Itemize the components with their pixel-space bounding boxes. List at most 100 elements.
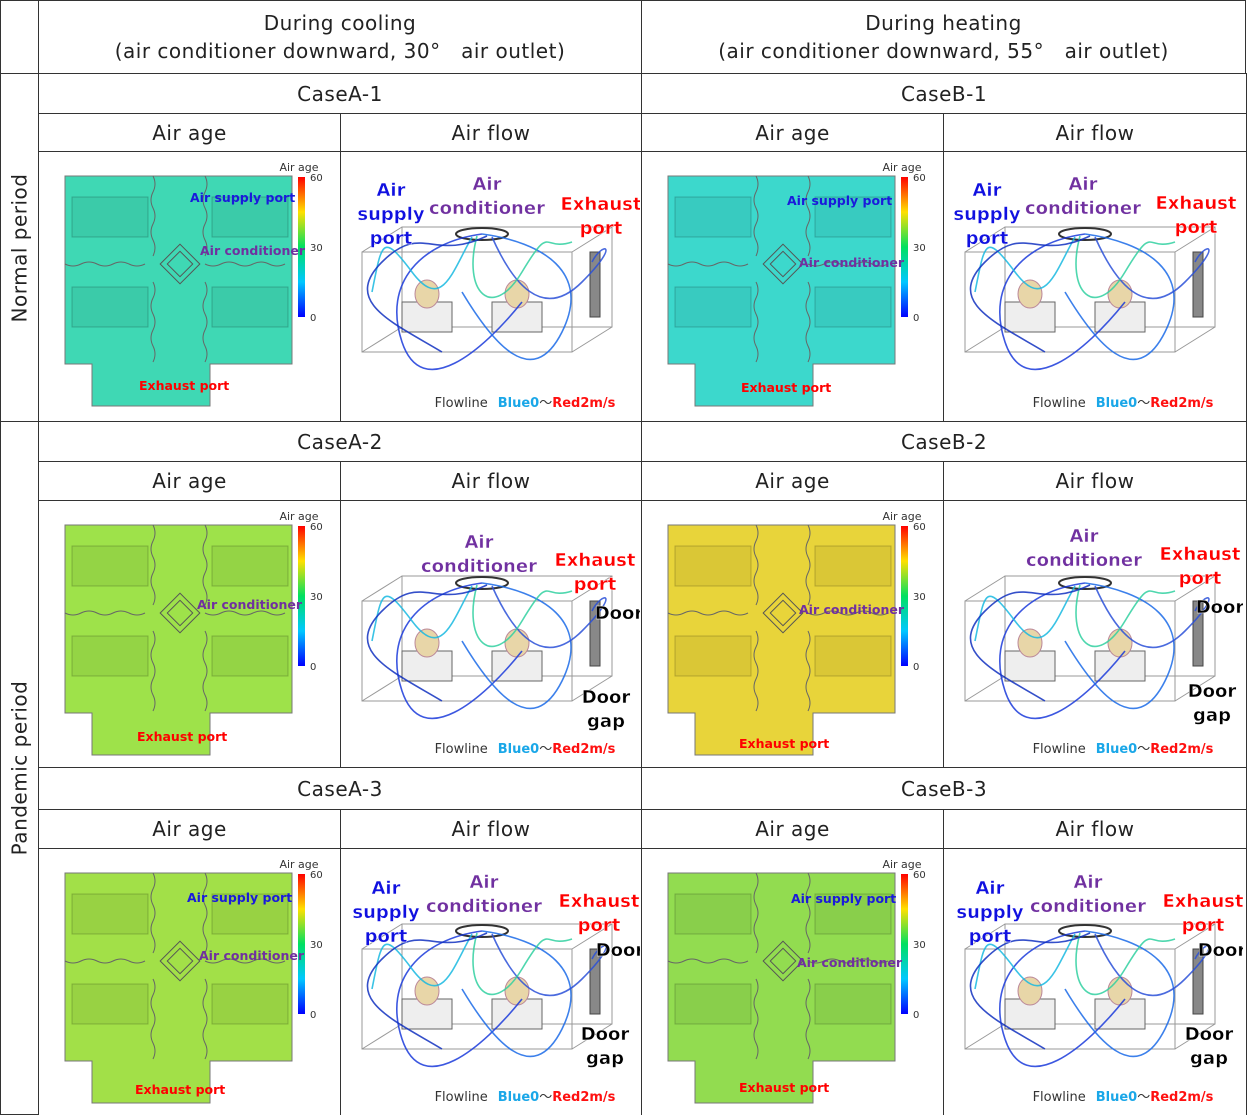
colorbar bbox=[298, 526, 305, 666]
flowline-legend-part: ～ bbox=[539, 396, 552, 411]
subheader-cell: Air flow bbox=[340, 461, 642, 501]
occupant bbox=[505, 280, 529, 308]
flowline-legend: FlowlineBlue0～Red2m/s bbox=[1033, 1090, 1214, 1105]
air-age-annotation: Air supply port bbox=[791, 891, 896, 906]
air-flow-annotation: port bbox=[1182, 915, 1225, 936]
flowline-legend-part: Flowline bbox=[1033, 742, 1086, 757]
panel-heading: Air age bbox=[152, 121, 227, 145]
panel-heading: Air age bbox=[152, 469, 227, 493]
air-age-annotation: Air conditioner bbox=[797, 955, 903, 970]
subheader-cell: Air flow bbox=[943, 113, 1247, 152]
air-flow-annotation: Exhaust bbox=[555, 550, 636, 571]
panel-heading: Air age bbox=[755, 469, 830, 493]
air-flow-annotation: conditioner bbox=[1030, 896, 1146, 917]
air-age-annotation: Exhaust port bbox=[137, 729, 227, 744]
air-flow-annotation: Air bbox=[973, 180, 1002, 201]
bed-outline bbox=[815, 287, 891, 327]
air-flow-annotation: Exhaust bbox=[1156, 193, 1237, 214]
air-flow-annotation: gap bbox=[586, 1048, 624, 1069]
bed-outline bbox=[675, 287, 751, 327]
air-age-annotation: Exhaust port bbox=[741, 380, 831, 395]
occupant bbox=[1108, 629, 1132, 657]
header-subtitle: (air conditioner downward, 30° air outle… bbox=[115, 35, 566, 64]
bed-outline bbox=[212, 984, 288, 1024]
flowline-legend-part: Red2m/s bbox=[552, 396, 615, 411]
bed-outline bbox=[212, 546, 288, 586]
case-name: CaseB-3 bbox=[901, 777, 987, 801]
air-flow-annotation: supply bbox=[352, 902, 419, 923]
subheader-cell: Air age bbox=[38, 113, 341, 152]
air-flow-plot: AirsupplyportAirconditionerExhaustportDo… bbox=[945, 849, 1243, 1114]
panel-heading: Air age bbox=[755, 121, 830, 145]
air-flow-annotation: port bbox=[370, 228, 413, 249]
colorbar-tick-label: 30 bbox=[310, 940, 323, 951]
colorbar-tick-label: 30 bbox=[310, 243, 323, 254]
case-cell: CaseA-1 bbox=[38, 73, 642, 114]
air-age-annotation: Air supply port bbox=[787, 193, 892, 208]
colorbar-tick-label: 60 bbox=[310, 870, 323, 881]
air-flow-annotation: Air bbox=[470, 872, 499, 893]
air-flow-annotation: Door bbox=[1196, 597, 1243, 618]
colorbar-tick-label: 60 bbox=[310, 522, 323, 533]
air-age-annotation: Exhaust port bbox=[139, 378, 229, 393]
occupant bbox=[1108, 280, 1132, 308]
bed-outline bbox=[72, 894, 148, 934]
panel-heading: Air age bbox=[755, 817, 830, 841]
flowline-legend-part: Blue0 bbox=[1096, 1090, 1137, 1105]
air-flow-annotation: port bbox=[966, 228, 1009, 249]
occupant bbox=[1018, 977, 1042, 1005]
flowline-legend-part: Blue0 bbox=[498, 1090, 539, 1105]
bed-outline bbox=[675, 984, 751, 1024]
air-age-annotation: Air conditioner bbox=[799, 602, 905, 617]
occupant bbox=[415, 280, 439, 308]
flowline-legend-part: ～ bbox=[1137, 1090, 1150, 1105]
air-flow-annotation: Door bbox=[596, 940, 640, 961]
air-flow-annotation: supply bbox=[357, 204, 424, 225]
air-flow-annotation: Air bbox=[1069, 174, 1098, 195]
colorbar-tick-label: 60 bbox=[913, 522, 926, 533]
air-flow-annotation: Air bbox=[377, 180, 406, 201]
flowline-legend-part: Red2m/s bbox=[1150, 1090, 1213, 1105]
panel-heading: Air flow bbox=[451, 121, 530, 145]
colorbar-tick-label: 60 bbox=[913, 870, 926, 881]
subheader-cell: Air age bbox=[641, 461, 944, 501]
air-flow-annotation: Air bbox=[473, 174, 502, 195]
air-age-annotation: Air conditioner bbox=[799, 255, 905, 270]
air-flow-annotation: port bbox=[1175, 217, 1218, 238]
air-flow-plot: AirconditionerExhaustportDoorDoorgapFlow… bbox=[342, 501, 640, 766]
flowline-legend-part: Blue0 bbox=[498, 396, 539, 411]
colorbar bbox=[901, 177, 908, 317]
bed-outline bbox=[675, 894, 751, 934]
occupant bbox=[1108, 977, 1132, 1005]
air-flow-annotation: Door bbox=[581, 1024, 630, 1045]
flowline-legend-part: Flowline bbox=[435, 1090, 488, 1105]
heating-header: During heating (air conditioner downward… bbox=[641, 0, 1246, 74]
bed-outline bbox=[72, 546, 148, 586]
bed-outline bbox=[675, 636, 751, 676]
bed-outline bbox=[72, 197, 148, 237]
colorbar-tick-label: 30 bbox=[913, 243, 926, 254]
bed-outline bbox=[212, 636, 288, 676]
colorbar-tick-label: 60 bbox=[913, 173, 926, 184]
case-cell: CaseA-3 bbox=[38, 767, 642, 810]
colorbar-tick-label: 0 bbox=[913, 662, 919, 673]
cooling-header: During cooling (air conditioner downward… bbox=[38, 0, 642, 74]
bed-outline bbox=[675, 197, 751, 237]
flowline-legend: FlowlineBlue0～Red2m/s bbox=[1033, 742, 1214, 757]
air-flow-annotation: Air bbox=[1074, 872, 1103, 893]
header-title: During heating bbox=[865, 11, 1022, 35]
air-flow-annotation: Door bbox=[595, 603, 640, 624]
air-flow-annotation: supply bbox=[953, 204, 1020, 225]
air-flow-annotation: port bbox=[1179, 568, 1222, 589]
air-flow-annotation: Exhaust bbox=[1160, 544, 1241, 565]
air-flow-annotation: supply bbox=[956, 902, 1023, 923]
subheader-cell: Air flow bbox=[943, 809, 1247, 849]
flowline-legend-part: ～ bbox=[1137, 742, 1150, 757]
case-name: CaseA-1 bbox=[297, 82, 383, 106]
colorbar-tick-label: 0 bbox=[310, 662, 316, 673]
